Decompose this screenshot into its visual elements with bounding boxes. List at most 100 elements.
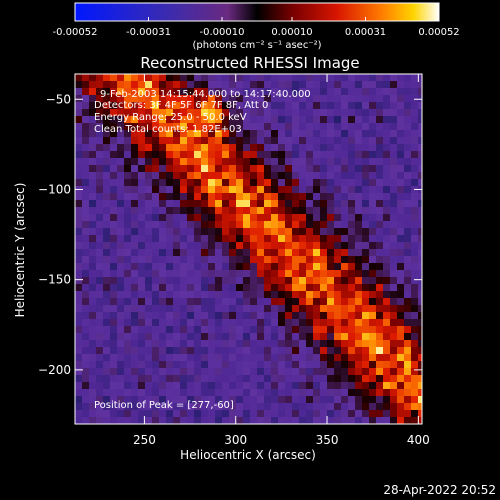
heatmap-cell xyxy=(89,207,97,215)
heatmap-cell xyxy=(320,242,328,250)
heatmap-cell xyxy=(236,340,244,348)
heatmap-cell xyxy=(82,333,90,341)
heatmap-cell xyxy=(243,249,251,257)
heatmap-cell xyxy=(89,291,97,299)
heatmap-cell xyxy=(341,410,349,418)
heatmap-cell xyxy=(257,368,265,376)
heatmap-cell xyxy=(376,172,384,180)
heatmap-cell xyxy=(306,235,314,243)
heatmap-cell xyxy=(208,165,216,173)
heatmap-cell xyxy=(376,88,384,96)
heatmap-cell xyxy=(327,291,335,299)
heatmap-cell xyxy=(334,256,342,264)
heatmap-cell xyxy=(418,158,422,166)
heatmap-cell xyxy=(397,102,405,110)
heatmap-cell xyxy=(285,410,293,418)
heatmap-cell xyxy=(166,179,174,187)
heatmap-cell xyxy=(243,354,251,362)
heatmap-cell xyxy=(215,389,223,397)
heatmap-cell xyxy=(271,410,279,418)
heatmap-cell xyxy=(215,277,223,285)
heatmap-cell xyxy=(201,389,209,397)
heatmap-cell xyxy=(404,102,412,110)
heatmap-cell xyxy=(243,74,251,82)
heatmap-cell xyxy=(397,186,405,194)
heatmap-cell xyxy=(348,361,356,369)
heatmap-cell xyxy=(236,102,244,110)
heatmap-cell xyxy=(222,95,230,103)
heatmap-cell xyxy=(145,249,153,257)
heatmap-cell xyxy=(271,347,279,355)
heatmap-cell xyxy=(320,319,328,327)
heatmap-cell xyxy=(390,235,398,243)
heatmap-cell xyxy=(173,277,181,285)
heatmap-cell xyxy=(89,81,97,89)
heatmap-cell xyxy=(404,88,412,96)
heatmap-cell xyxy=(306,137,314,145)
heatmap-cell xyxy=(362,417,370,424)
heatmap-cell xyxy=(418,123,422,131)
heatmap-cell xyxy=(75,270,83,278)
heatmap-cell xyxy=(348,221,356,229)
heatmap-cell xyxy=(103,228,111,236)
heatmap-cell xyxy=(96,403,104,411)
heatmap-cell xyxy=(250,214,258,222)
heatmap-cell xyxy=(341,235,349,243)
heatmap-cell xyxy=(327,298,335,306)
heatmap-cell xyxy=(355,417,363,424)
heatmap-cell xyxy=(292,221,300,229)
heatmap-cell xyxy=(180,389,188,397)
heatmap-cell xyxy=(96,361,104,369)
heatmap-cell xyxy=(82,165,90,173)
heatmap-cell xyxy=(397,74,405,82)
heatmap-cell xyxy=(418,228,422,236)
heatmap-cell xyxy=(173,347,181,355)
heatmap-cell xyxy=(334,165,342,173)
heatmap-cell xyxy=(201,284,209,292)
heatmap-cell xyxy=(285,228,293,236)
heatmap-cell xyxy=(194,326,202,334)
heatmap-cell xyxy=(201,354,209,362)
heatmap-cell xyxy=(131,354,139,362)
heatmap-cell xyxy=(334,207,342,215)
heatmap-cell xyxy=(355,333,363,341)
heatmap-cell xyxy=(229,193,237,201)
heatmap-cell xyxy=(152,298,160,306)
heatmap-cell xyxy=(390,88,398,96)
heatmap-cell xyxy=(383,368,391,376)
heatmap-cell xyxy=(376,340,384,348)
heatmap-cell xyxy=(320,312,328,320)
heatmap-cell xyxy=(292,410,300,418)
heatmap-cell xyxy=(166,410,174,418)
heatmap-cell xyxy=(145,333,153,341)
heatmap-cell xyxy=(201,200,209,208)
heatmap-cell xyxy=(138,354,146,362)
heatmap-cell xyxy=(243,242,251,250)
heatmap-cell xyxy=(75,235,83,243)
heatmap-cell xyxy=(285,298,293,306)
heatmap-cell xyxy=(173,382,181,390)
heatmap-cell xyxy=(201,326,209,334)
heatmap-cell xyxy=(285,284,293,292)
heatmap-cell xyxy=(257,312,265,320)
heatmap-cell xyxy=(383,256,391,264)
heatmap-cell xyxy=(243,375,251,383)
heatmap-cell xyxy=(250,361,258,369)
heatmap-cell xyxy=(145,263,153,271)
heatmap-cell xyxy=(404,333,412,341)
heatmap-cell xyxy=(383,123,391,131)
heatmap-cell xyxy=(418,242,422,250)
heatmap-cell xyxy=(208,242,216,250)
heatmap-cell xyxy=(257,396,265,404)
heatmap-cell xyxy=(138,389,146,397)
heatmap-cell xyxy=(117,375,125,383)
heatmap-cell xyxy=(131,396,139,404)
heatmap-cell xyxy=(173,207,181,215)
heatmap-cell xyxy=(75,333,83,341)
heatmap-cell xyxy=(82,207,90,215)
heatmap-cell xyxy=(390,410,398,418)
heatmap-cell xyxy=(194,102,202,110)
heatmap-cell xyxy=(215,305,223,313)
heatmap-cell xyxy=(320,81,328,89)
heatmap-cell xyxy=(362,214,370,222)
